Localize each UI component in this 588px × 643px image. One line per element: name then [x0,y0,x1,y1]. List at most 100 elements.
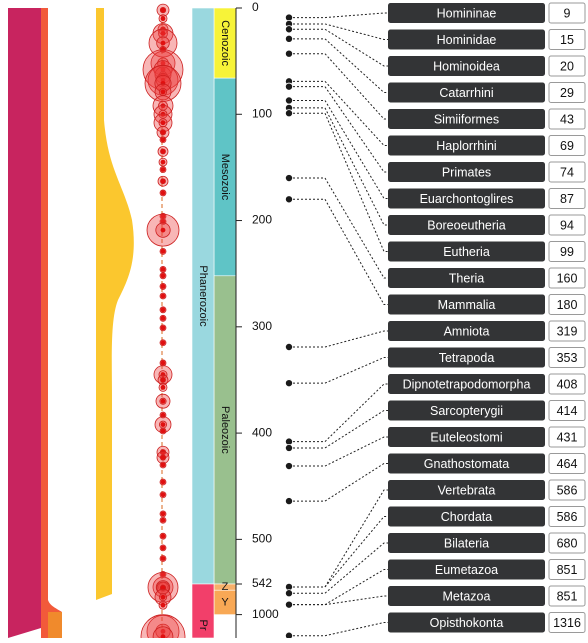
period-label-z: Z [222,581,229,593]
event-dot [160,129,166,135]
axis-tick-label: 500 [252,532,272,546]
event-dot [160,511,166,517]
clade-label-opisthokonta: Opisthokonta [430,616,504,630]
leader-hominoidea [293,28,388,67]
event-dot [160,556,166,561]
event-dot [160,159,166,165]
event-dot [160,227,166,233]
age-box-theria [548,267,586,289]
leader-amniota [293,330,388,348]
clade-label-eutheria: Eutheria [443,245,490,259]
clade-box-dipnotetrapodomorpha [388,374,545,394]
event-dot [160,178,166,184]
clade-label-metazoa: Metazoa [443,589,491,603]
leader-eutheria [293,112,388,252]
period-label-paleozoic: Paleozoic [219,406,231,454]
event-dot [160,213,166,219]
clade-box-primates [388,162,545,182]
age-box-metazoa [548,585,586,607]
age-box-hominidae [548,29,586,50]
age-label-catarrhini: 29 [560,86,574,100]
event-dot [160,449,166,455]
leader-primates [293,86,388,173]
clade-label-catarrhini: Catarrhini [439,86,493,100]
leader-gnathostomata [293,463,388,502]
leaders-layer [284,12,388,640]
clade-label-hominoidea: Hominoidea [433,59,500,73]
age-box-boreoeutheria [548,214,586,236]
clade-box-opisthokonta [388,612,545,633]
leader-chordata [293,516,388,588]
age-label-hominidae: 15 [560,33,574,47]
event-dot [160,16,166,22]
leader-vertebrata [293,489,388,588]
event-dot [160,492,166,498]
age-label-dipnotetrapodomorpha: 408 [557,377,578,391]
node-dot-eutheria [284,109,293,118]
event-dot [160,384,166,390]
event-dot [160,81,166,86]
clade-box-euarchontoglires [388,188,545,209]
age-box-amniota [548,320,586,342]
clade-label-eumetazoa: Eumetazoa [435,563,498,577]
age-label-amniota: 319 [557,324,578,338]
node-dot-sarcopterygii [284,443,293,452]
clade-box-hominidae [388,29,545,50]
clade-label-tetrapoda: Tetrapoda [439,351,495,365]
clade-box-tetrapoda [388,347,545,368]
event-dot [160,103,166,109]
clade-box-mammalia [388,294,545,315]
node-dot-catarrhini [284,34,293,43]
age-box-chordata [548,506,586,527]
clade-box-amniota [388,321,545,341]
clade-label-dipnotetrapodomorpha: Dipnotetrapodomorpha [403,377,531,391]
event-dot [160,89,166,95]
richness-curve-left [8,8,41,638]
event-dot [160,315,166,321]
event-dot [160,594,166,600]
event-dot [160,628,166,634]
axis-tick-label: 200 [252,213,272,227]
event-dot [160,398,166,404]
node-dot-amniota [284,343,293,352]
clade-label-mammalia: Mammalia [438,298,496,312]
clade-label-amniota: Amniota [444,324,490,338]
age-label-vertebrata: 586 [557,483,578,497]
richness-curve-mid [41,8,62,638]
clade-label-sarcopterygii: Sarcopterygii [430,404,503,418]
age-label-eutheria: 99 [560,245,574,259]
leader-homininae [293,12,388,19]
age-label-sarcopterygii: 414 [557,404,578,418]
age-label-chordata: 586 [557,510,578,524]
age-label-theria: 160 [557,271,578,285]
event-dot [160,67,166,73]
leader-euteleostomi [293,436,388,467]
age-box-sarcopterygii [548,400,586,421]
event-dot [160,455,166,460]
clade-box-vertebrata [388,480,545,500]
event-dot [160,602,166,608]
event-dot [160,479,166,485]
node-dot-theria [284,174,293,183]
age-label-haplorrhini: 69 [560,139,574,153]
clade-label-hominidae: Hominidae [437,33,497,47]
event-dot [160,273,166,279]
axis-tick-label: 1000 [252,607,279,621]
node-dot-gnathostomata [284,497,293,506]
period-label-cenozoic: Cenozoic [219,20,231,66]
age-box-tetrapoda [548,347,586,368]
leader-sarcopterygii [293,410,388,449]
event-dot [160,325,166,331]
leader-euarchontoglires [293,99,388,199]
age-box-bilateria [548,532,586,554]
clade-box-boreoeutheria [388,215,545,235]
node-dot-primates [284,82,293,91]
age-box-haplorrhini [548,135,586,156]
age-label-opisthokonta: 1316 [553,616,581,630]
event-dot [160,340,166,346]
leader-haplorrhini [293,80,388,146]
age-box-primates [548,161,586,183]
age-label-hominoidea: 20 [560,59,574,73]
axis-tick-label: 400 [252,425,272,439]
clade-box-chordata [388,506,545,527]
